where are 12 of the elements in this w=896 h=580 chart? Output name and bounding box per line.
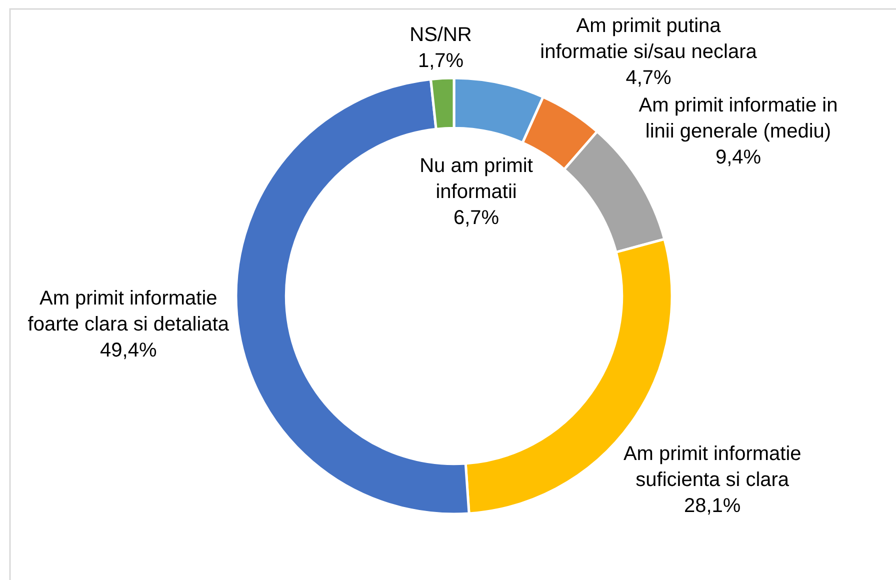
slice-label: Nu am primit informatii: [420, 154, 534, 203]
slice-label: Am primit informatie foarte clara si detaliata: [28, 288, 230, 336]
data-label: 4,7%: [626, 67, 672, 90]
data-label: 28,1%: [684, 495, 741, 518]
slice-label: Am primit informatie suficienta si clara: [623, 443, 802, 492]
slice-label: Am primit informatie in linii generale (mediu): [638, 94, 838, 143]
data-label: 9,4%: [715, 146, 762, 169]
data-label: 1,7%: [418, 50, 464, 72]
data-label: 49,4%: [100, 340, 157, 362]
slice-label: NS/NR: [410, 24, 472, 46]
slice-label: Am primit putina informatie si/sau neclara: [540, 15, 758, 64]
data-label: 6,7%: [453, 206, 500, 229]
